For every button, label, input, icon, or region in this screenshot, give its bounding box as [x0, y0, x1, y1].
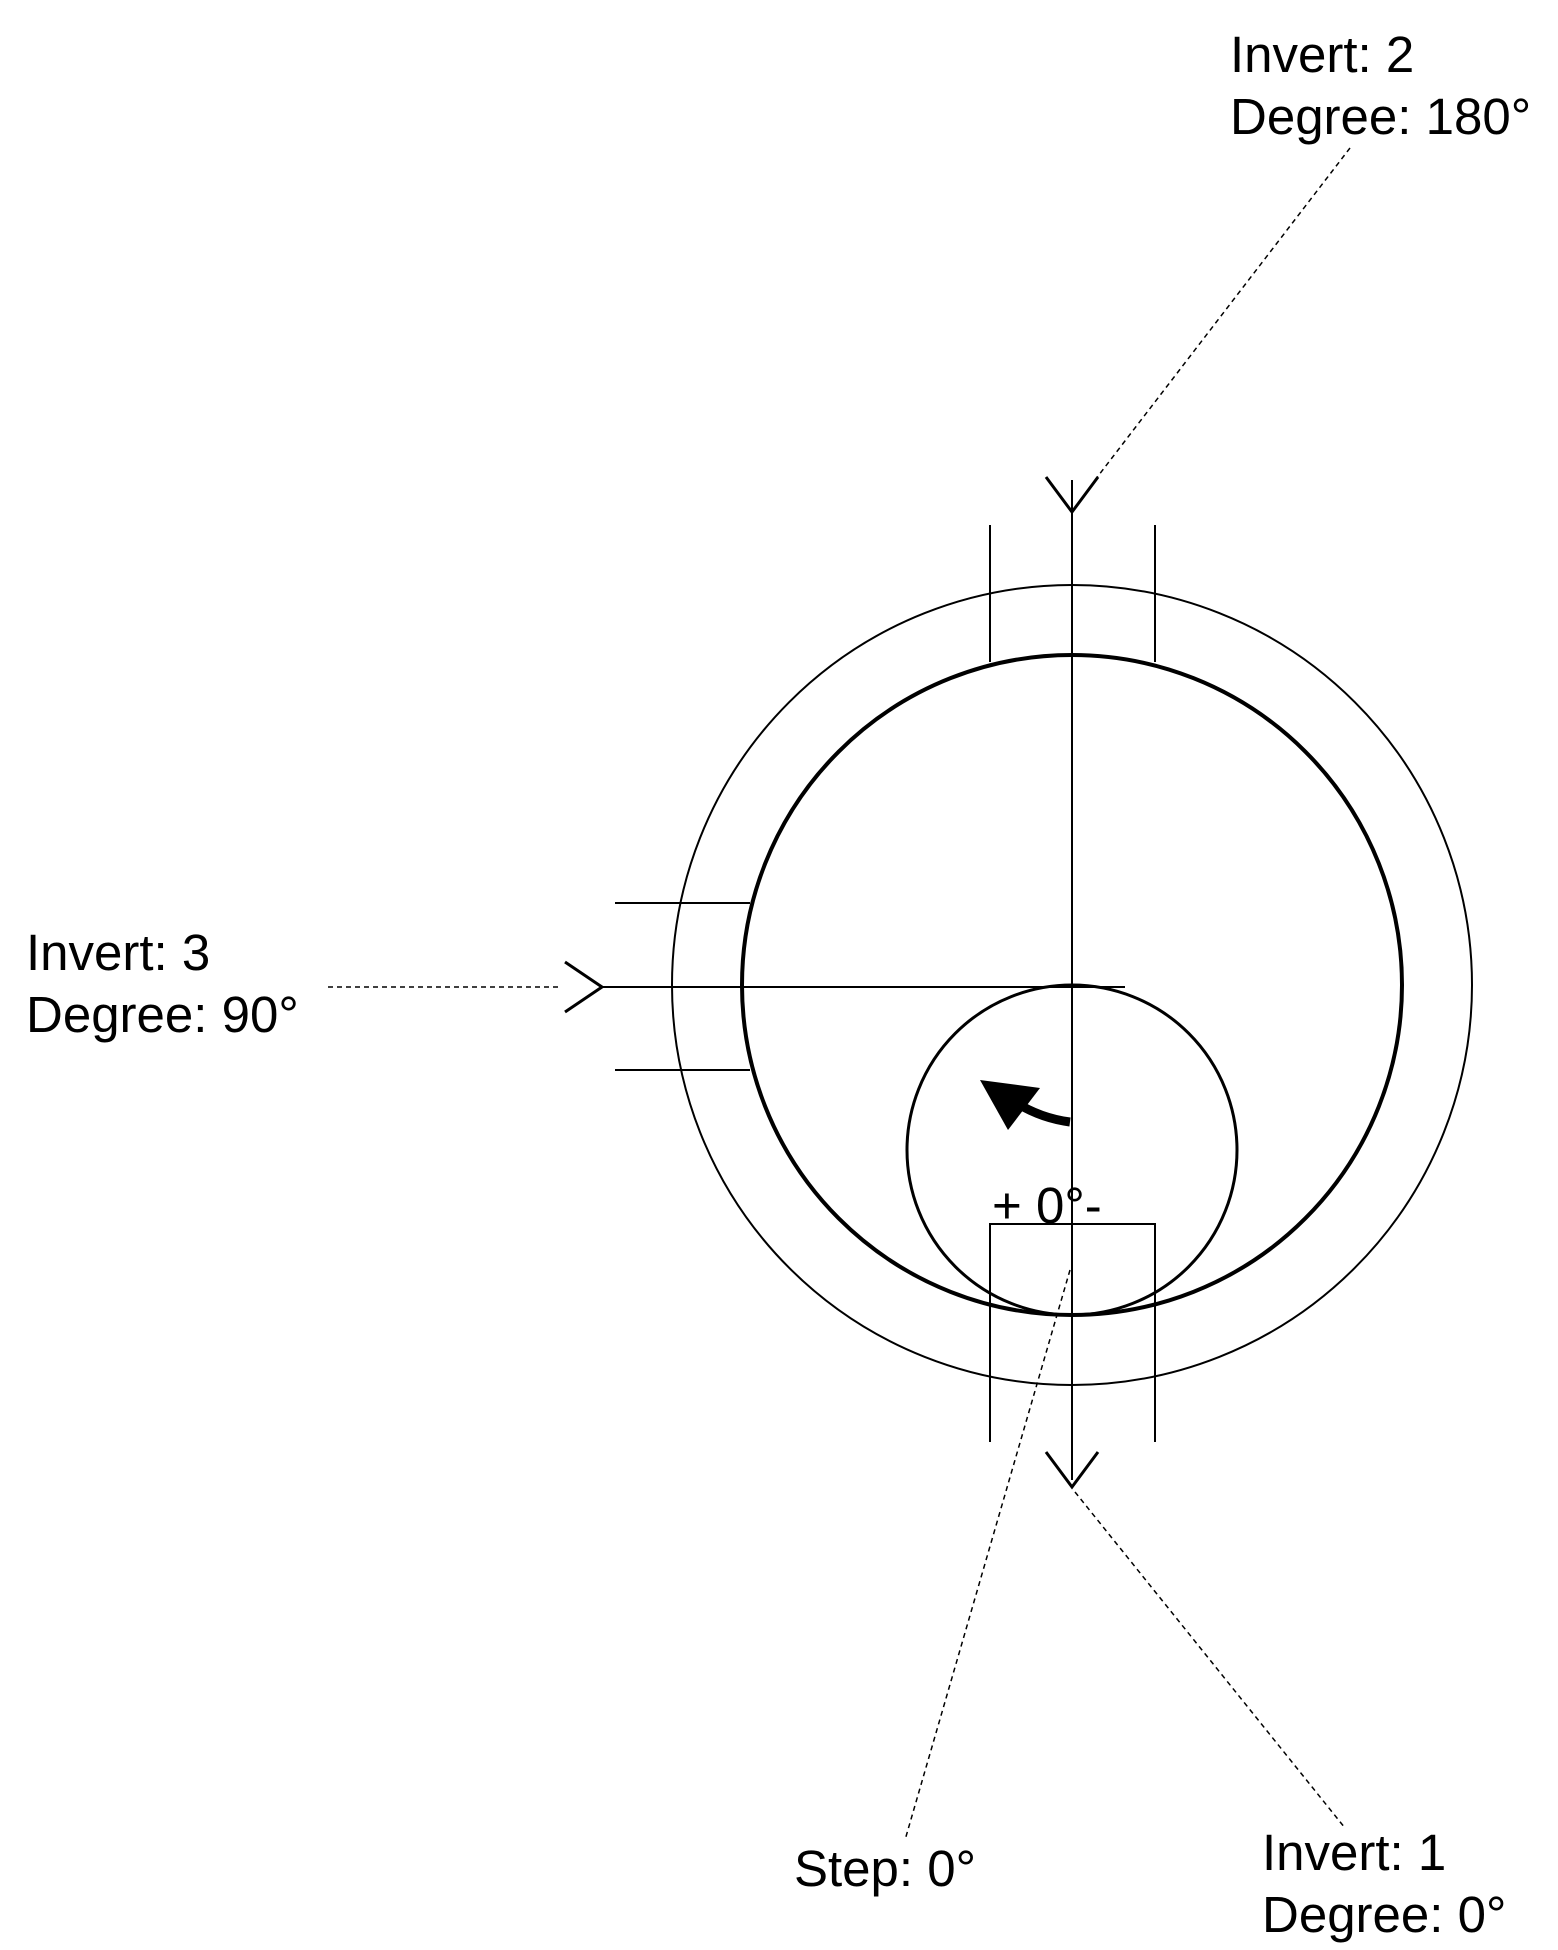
invert-2-label: Invert: 2 Degree: 180° — [1230, 24, 1531, 148]
offset-label: + 0°- — [992, 1177, 1102, 1234]
invert-3-invert-text: Invert: 3 — [26, 924, 211, 981]
step-label: Step: 0° — [794, 1840, 977, 1897]
invert-1-invert-text: Invert: 1 — [1262, 1824, 1447, 1881]
invert-2-degree-text: Degree: 180° — [1230, 88, 1532, 145]
invert-3-degree-text: Degree: 90° — [26, 986, 299, 1043]
bottom-arrow-head-icon — [1044, 1451, 1100, 1490]
leader-invert-1 — [1074, 1491, 1346, 1829]
invert-3-label: Invert: 3 Degree: 90° — [26, 922, 299, 1046]
top-arrow-head-icon — [1044, 476, 1100, 515]
invert-1-degree-text: Degree: 0° — [1262, 1886, 1507, 1943]
bottom-pipe-outline — [989, 1223, 1156, 1442]
invert-1-label: Invert: 1 Degree: 0° — [1262, 1822, 1506, 1946]
leader-step — [904, 1269, 1071, 1841]
left-arrow-head-icon — [564, 960, 605, 1014]
invert-2-invert-text: Invert: 2 — [1230, 26, 1415, 83]
curved-arrow-icon — [980, 1080, 1071, 1130]
leader-invert-2 — [1094, 147, 1351, 481]
